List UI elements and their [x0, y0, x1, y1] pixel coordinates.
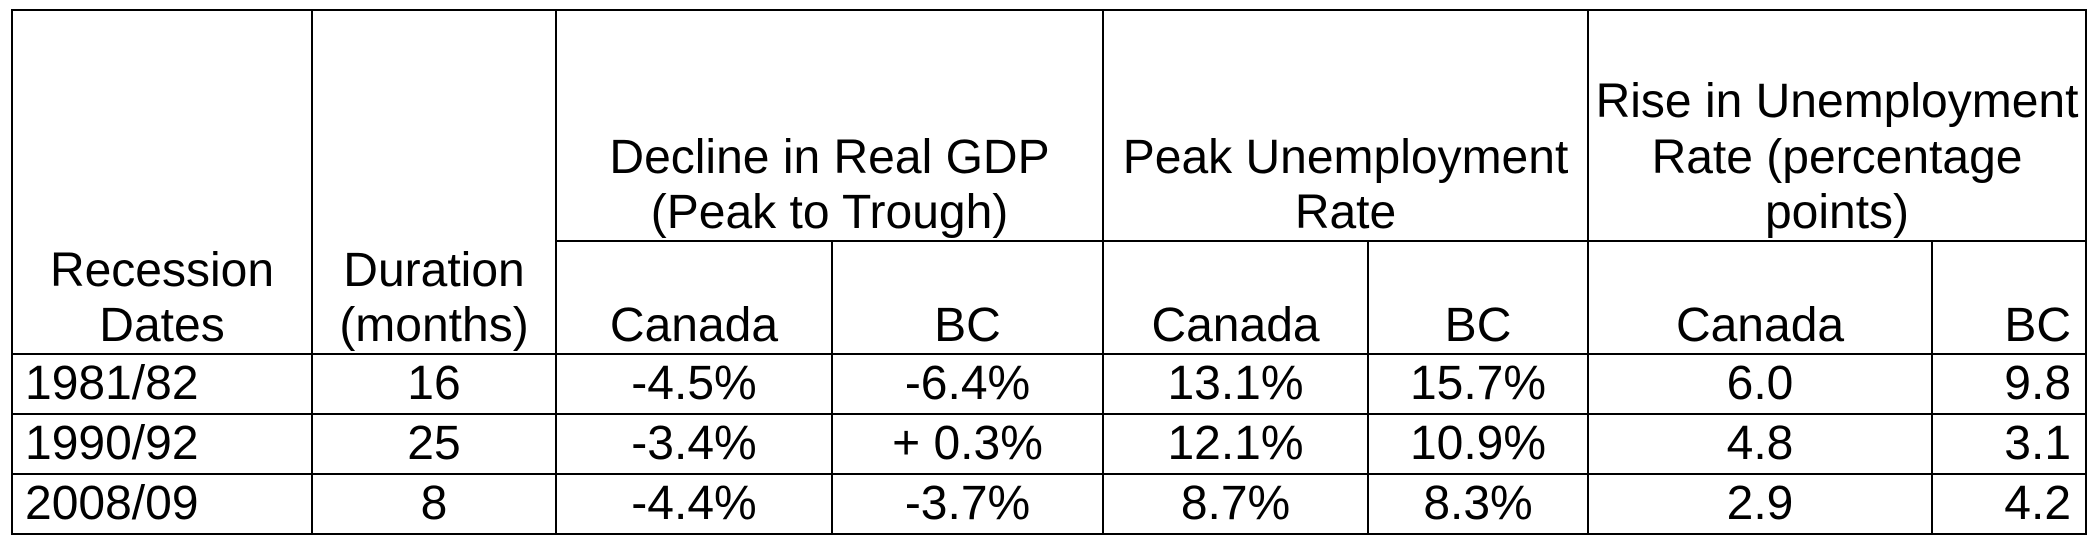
header-peak-unemployment: Peak Unemployment Rate — [1102, 9, 1590, 242]
cell-peak-bc: 8.3% — [1367, 473, 1590, 535]
cell-recession-dates: 1981/82 — [11, 353, 313, 415]
cell-gdp-canada: -4.5% — [555, 353, 833, 415]
cell-gdp-canada: -3.4% — [555, 413, 833, 475]
header-gdp-bc: BC — [830, 240, 1105, 355]
header-peak-canada: Canada — [1102, 240, 1370, 355]
cell-rise-bc: 4.2 — [1931, 473, 2088, 535]
cell-gdp-bc: -3.7% — [830, 473, 1105, 535]
cell-duration: 16 — [311, 353, 557, 415]
header-duration: Duration (months) — [311, 9, 557, 355]
cell-peak-bc: 15.7% — [1367, 353, 1590, 415]
table-row: 2008/09 8 -4.4% -3.7% 8.7% 8.3% 2.9 4.2 — [11, 473, 2088, 535]
header-gdp-decline: Decline in Real GDP (Peak to Trough) — [554, 9, 1105, 242]
cell-rise-canada: 4.8 — [1587, 413, 1934, 475]
cell-peak-canada: 13.1% — [1102, 353, 1370, 415]
cell-peak-canada: 12.1% — [1102, 413, 1370, 475]
cell-peak-bc: 10.9% — [1367, 413, 1590, 475]
cell-peak-canada: 8.7% — [1102, 473, 1370, 535]
table-row: 1990/92 25 -3.4% + 0.3% 12.1% 10.9% 4.8 … — [11, 413, 2088, 475]
cell-rise-canada: 2.9 — [1587, 473, 1934, 535]
recession-comparison-table: Recession Dates Duration (months) Declin… — [11, 9, 2088, 535]
header-row-groups: Recession Dates Duration (months) Declin… — [11, 9, 2088, 355]
table-row: 1981/82 16 -4.5% -6.4% 13.1% 15.7% 6.0 9… — [11, 353, 2088, 415]
header-peak-bc: BC — [1367, 240, 1590, 355]
header-unemployment-rise: Rise in Unemployment Rate (percentage po… — [1587, 9, 2088, 242]
header-row-regions: Canada BC Canada BC Canada BC — [12, 240, 2088, 355]
cell-recession-dates: 2008/09 — [11, 473, 313, 535]
cell-rise-bc: 3.1 — [1931, 413, 2088, 475]
cell-gdp-bc: + 0.3% — [830, 413, 1105, 475]
cell-duration: 8 — [311, 473, 557, 535]
header-recession-dates: Recession Dates — [11, 9, 313, 355]
cell-rise-canada: 6.0 — [1587, 353, 1934, 415]
cell-duration: 25 — [311, 413, 557, 475]
header-rise-canada: Canada — [1587, 240, 1934, 355]
cell-rise-bc: 9.8 — [1931, 353, 2088, 415]
header-gdp-canada: Canada — [555, 240, 833, 355]
cell-gdp-canada: -4.4% — [555, 473, 833, 535]
cell-gdp-bc: -6.4% — [830, 353, 1105, 415]
cell-recession-dates: 1990/92 — [11, 413, 313, 475]
header-rise-bc: BC — [1931, 240, 2088, 355]
